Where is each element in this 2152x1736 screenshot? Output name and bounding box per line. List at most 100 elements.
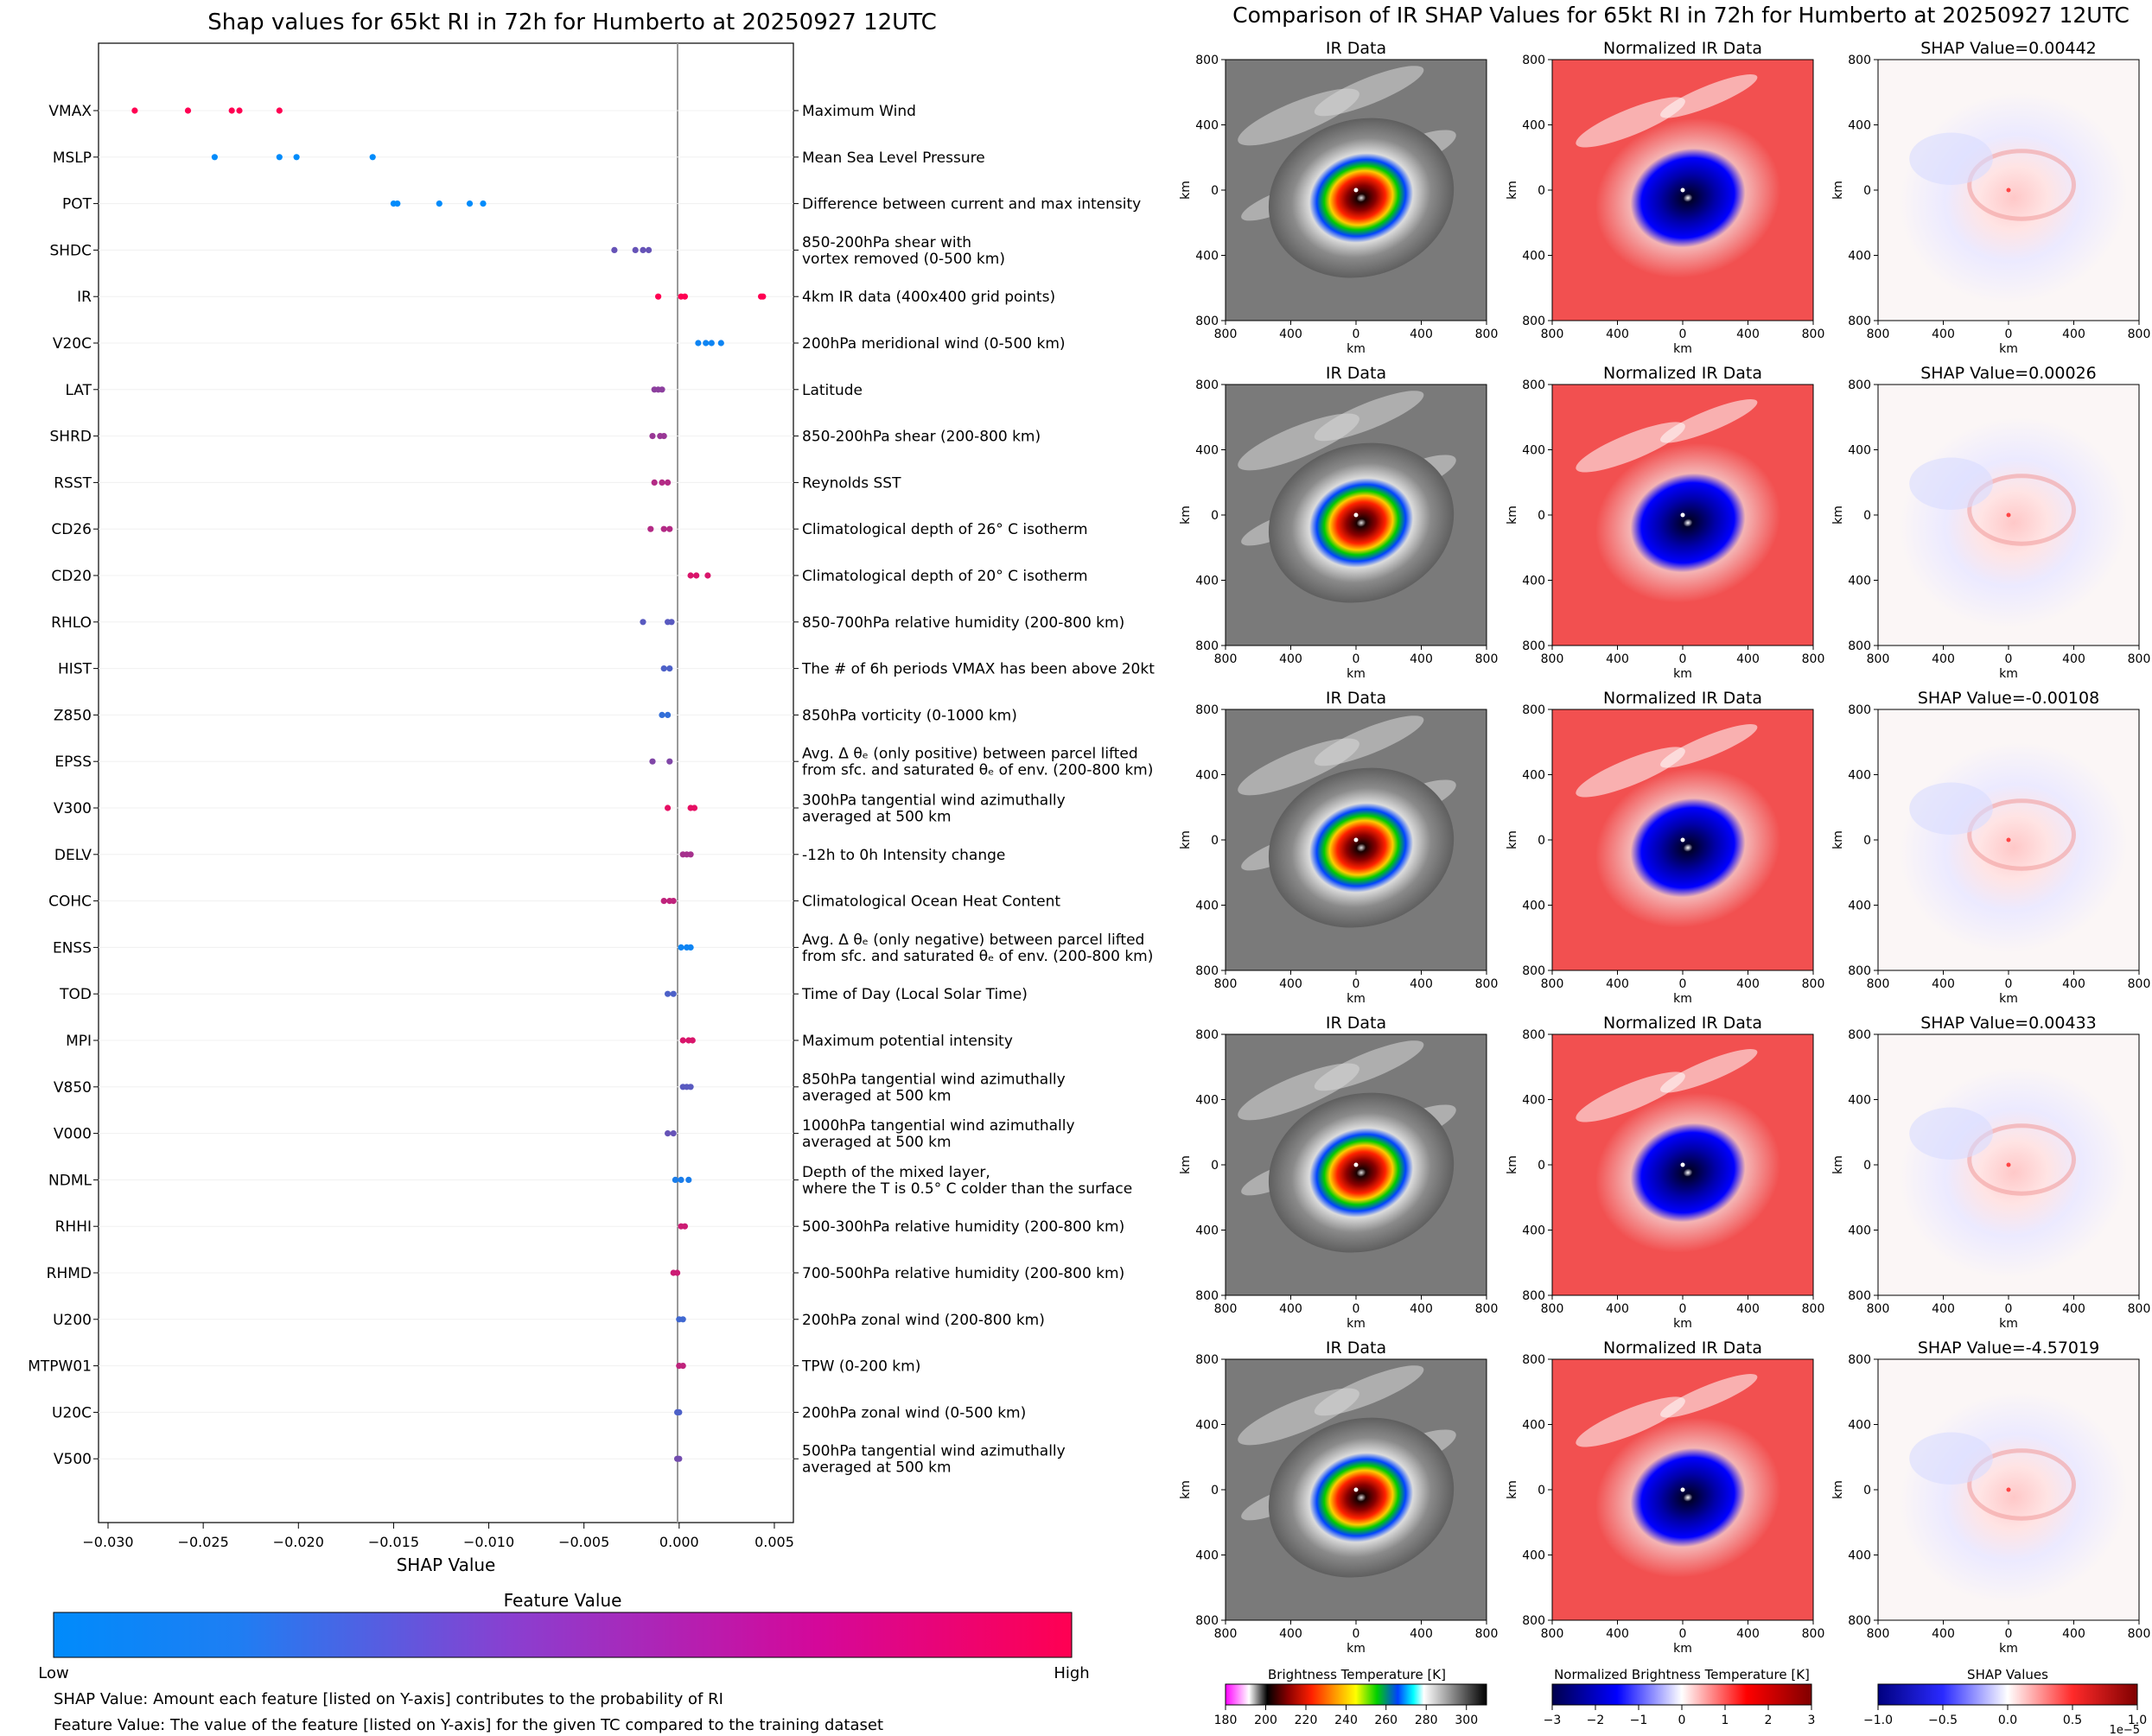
panel-y-tick-label: 800 [1522, 703, 1545, 717]
panel-y-tick-label: 800 [1848, 639, 1871, 653]
feature-description-label: 850hPa vorticity (0-1000 km) [802, 707, 1017, 724]
shap-point-pot [394, 200, 401, 207]
feature-description-label: 500hPa tangential wind azimuthally [802, 1443, 1066, 1460]
panel-y-tick-label: 400 [1522, 1419, 1545, 1433]
feature-name-label: TOD [59, 986, 92, 1003]
panel-x-tick-label: 400 [1736, 1302, 1760, 1316]
shap-point-v20c [717, 340, 724, 347]
feature-name-label: SHDC [49, 242, 92, 259]
shap-point-z850 [665, 711, 672, 719]
normalized-colorbar-title: Normalized Brightness Temperature [K] [1554, 1667, 1810, 1682]
cloud-band [1576, 97, 1685, 148]
row-gridlines [93, 110, 799, 1459]
panel-x-tick-label: 400 [2062, 327, 2085, 341]
panel-y-tick-label: 800 [1195, 964, 1219, 978]
panel-x-tick-label: 800 [1802, 1302, 1825, 1316]
storm-center-marker [2006, 512, 2011, 518]
panel-x-tick-label: 0 [1679, 327, 1687, 341]
panel-x-tick-label: 400 [1410, 1302, 1433, 1316]
panel-y-tick-label: 400 [1848, 119, 1871, 133]
panel-y-tick-label: 0 [1538, 184, 1545, 198]
panel-x-tick-label: 0 [2005, 652, 2013, 666]
feature-name-label: DELV [54, 847, 92, 864]
panel-y-tick-label: 800 [1848, 378, 1871, 392]
panel-y-tick-label: 800 [1848, 1028, 1871, 1042]
panel-x-axis-label: km [1673, 1317, 1692, 1331]
cloud-band [1314, 1365, 1424, 1416]
panel-y-tick-label: 0 [1538, 1484, 1545, 1498]
panel-y-tick-label: 400 [1195, 575, 1219, 588]
panel-y-axis-label: km [1179, 506, 1193, 525]
storm-pattern [1595, 1417, 1781, 1578]
panel-title: SHAP Value=-0.00108 [1918, 689, 2099, 708]
shap-point-v20c [708, 340, 715, 347]
shap-ring [1967, 1448, 2077, 1521]
panel-x-tick-label: 400 [1606, 1302, 1629, 1316]
panel-y-tick-label: 800 [1195, 315, 1219, 328]
shap-negative-region [1909, 782, 1993, 835]
panel-x-tick-label: 800 [1214, 977, 1238, 991]
panel-x-axis-label: km [1673, 992, 1692, 1006]
panel-x-tick-label: 800 [1475, 652, 1499, 666]
panel-x-tick-label: 400 [1606, 977, 1629, 991]
panel-title: IR Data [1326, 689, 1386, 708]
shap-point-v000 [665, 1130, 672, 1137]
panel-y-tick-label: 800 [1522, 54, 1545, 67]
storm-center-marker [1353, 1162, 1359, 1167]
panel-y-axis-label: km [1506, 506, 1519, 525]
storm-center-marker [1680, 188, 1685, 193]
shap-point-vmax [228, 107, 235, 114]
storm-pattern [1268, 1092, 1455, 1253]
feature-description-label: The # of 6h periods VMAX has been above … [801, 661, 1155, 678]
panel-y-tick-label: 0 [1211, 834, 1219, 848]
normalized-colorbar [1551, 1683, 1812, 1706]
panel-y-tick-label: 400 [1522, 1224, 1545, 1238]
feature-name-label: MPI [66, 1033, 92, 1050]
panel-y-tick-label: 400 [1195, 1419, 1219, 1433]
shap-point-lat [659, 386, 665, 393]
storm-center-marker [1680, 1162, 1685, 1167]
cloud-band [1660, 74, 1758, 118]
feature-description-label: 4km IR data (400x400 grid points) [802, 289, 1055, 306]
panel-y-tick-label: 800 [1848, 1614, 1871, 1628]
shap-point-z850 [659, 711, 665, 719]
panel-y-axis-label: km [1831, 1480, 1845, 1499]
panel-x-tick-label: 0 [2005, 1302, 2013, 1316]
panel-title: Normalized IR Data [1603, 1339, 1762, 1358]
feature-description-label: averaged at 500 km [802, 1459, 952, 1477]
panel-x-tick-label: 800 [1541, 327, 1564, 341]
panel-x-tick-label: 0 [1353, 977, 1360, 991]
panel-y-tick-label: 0 [1863, 184, 1871, 198]
shap-point-pot [436, 200, 442, 207]
shap-point-epss [666, 758, 673, 765]
shap-point-rsst [665, 479, 672, 486]
feature-description-label: Climatological depth of 26° C isotherm [802, 521, 1088, 538]
shap-point-vmax [131, 107, 138, 114]
feature-name-label: V20C [53, 335, 92, 353]
shap-point-cd20 [704, 572, 711, 579]
shap-point-shdc [640, 246, 646, 253]
feature-name-label: V850 [54, 1079, 92, 1097]
panel-x-tick-label: 0 [2005, 1627, 2013, 1641]
panel-x-tick-label: 800 [1541, 1627, 1564, 1641]
panel-x-tick-label: 800 [1867, 1302, 1890, 1316]
panel-x-tick-label: 800 [1867, 1627, 1890, 1641]
panel-x-tick-label: 800 [1802, 652, 1825, 666]
shap-point-mslp [293, 154, 300, 161]
panel-y-tick-label: 400 [1195, 250, 1219, 264]
cloud-band [1660, 399, 1758, 443]
panel-title: SHAP Value=-4.57019 [1918, 1339, 2099, 1358]
colorbar-ticks: 180 200 220 240 260 280 300 −3 −2 −1 0 1 2 3 −1.0 −0.5 0… [1214, 1705, 2147, 1727]
feature-names: VMAX MSLP POT SHDC IR V20C LAT SHRD RSST CD26 CD20… [28, 103, 92, 1468]
panel-y-tick-label: 0 [1863, 834, 1871, 848]
shap-point-rhlo [668, 619, 675, 626]
panel-x-axis-label: km [1347, 1642, 1366, 1656]
shap-negative-region [1909, 457, 1993, 510]
panel-x-tick-label: 800 [2128, 1302, 2151, 1316]
storm-pattern [1268, 1417, 1455, 1578]
